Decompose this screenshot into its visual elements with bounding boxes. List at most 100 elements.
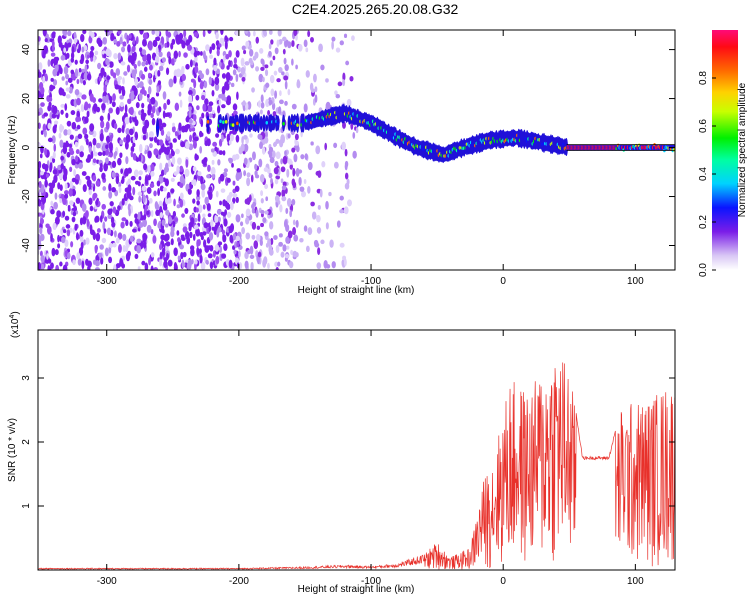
noise-cell <box>210 219 214 228</box>
noise-cell <box>62 229 67 234</box>
noise-cell <box>310 201 315 207</box>
noise-cell <box>83 44 88 52</box>
noise-cell <box>258 73 264 83</box>
noise-cell <box>38 160 42 169</box>
noise-cell <box>228 157 233 164</box>
noise-cell <box>263 167 269 173</box>
noise-cell <box>221 73 227 79</box>
noise-cell <box>249 49 254 57</box>
noise-cell <box>162 187 167 192</box>
noise-cell <box>201 188 206 198</box>
noise-cell <box>94 50 99 56</box>
noise-cell <box>277 30 282 37</box>
noise-cell <box>57 182 61 190</box>
noise-cell <box>90 45 95 51</box>
noise-cell <box>142 125 147 135</box>
noise-cell <box>75 197 81 204</box>
noise-cell <box>147 175 152 181</box>
signal-band-cell <box>272 115 276 131</box>
noise-cell <box>133 63 137 70</box>
noise-cell <box>173 75 177 84</box>
noise-cell <box>339 209 344 214</box>
noise-cell <box>101 102 106 111</box>
noise-cell <box>221 38 225 47</box>
signal-core-cell <box>236 121 239 126</box>
noise-cell <box>153 266 159 270</box>
noise-cell <box>159 257 163 267</box>
noise-cell <box>108 141 113 151</box>
noise-cell <box>280 251 285 258</box>
noise-cell <box>110 32 115 41</box>
noise-cell <box>226 76 230 83</box>
noise-cell <box>71 46 75 54</box>
noise-cell <box>147 164 151 174</box>
noise-cell <box>223 243 228 251</box>
noise-cell <box>76 97 81 106</box>
noise-cell <box>317 247 321 255</box>
noise-cell <box>60 54 66 61</box>
noise-cell <box>69 166 73 172</box>
noise-cell <box>183 30 187 38</box>
noise-cell <box>153 218 157 227</box>
noise-cell <box>272 55 276 61</box>
noise-cell <box>86 179 92 186</box>
noise-cell <box>289 163 293 170</box>
x-tick-label: -300 <box>97 276 117 287</box>
noise-cell <box>225 37 229 42</box>
noise-cell <box>174 132 179 137</box>
noise-cell <box>329 239 334 248</box>
noise-cell <box>65 224 71 229</box>
noise-cell <box>208 225 212 233</box>
noise-cell <box>98 75 102 82</box>
noise-cell <box>115 106 120 115</box>
noise-cell <box>161 219 166 227</box>
noise-cell <box>216 229 220 238</box>
noise-cell <box>279 90 282 97</box>
noise-cell <box>126 191 132 199</box>
noise-cell <box>117 157 122 166</box>
noise-cell <box>152 235 157 244</box>
noise-cell <box>167 197 172 204</box>
noise-cell <box>57 243 61 249</box>
noise-cell <box>160 234 166 241</box>
x-tick-label: -200 <box>229 576 249 587</box>
noise-cell <box>253 240 259 250</box>
noise-cell <box>211 159 215 165</box>
noise-cell <box>53 201 58 210</box>
noise-cell <box>119 152 123 159</box>
noise-cell <box>61 236 66 244</box>
noise-cell <box>173 247 178 257</box>
noise-cell <box>258 158 263 168</box>
noise-cell <box>69 200 74 206</box>
noise-cell <box>74 223 78 231</box>
noise-cell <box>121 46 126 53</box>
noise-cell <box>319 188 323 198</box>
noise-cell <box>151 117 156 126</box>
noise-cell <box>39 250 43 257</box>
signal-band-cell <box>295 113 300 133</box>
noise-cell <box>265 243 269 248</box>
noise-cell <box>272 142 277 148</box>
noise-cell <box>275 151 281 160</box>
noise-cell <box>132 152 137 161</box>
noise-cell <box>75 232 79 241</box>
noise-cell <box>215 32 219 40</box>
noise-cell <box>49 161 53 171</box>
noise-cell <box>92 174 97 182</box>
noise-cell <box>230 82 235 88</box>
noise-cell <box>81 106 85 112</box>
noise-cell <box>60 103 65 108</box>
noise-cell <box>283 57 287 65</box>
noise-cell <box>281 135 285 144</box>
noise-cell <box>167 259 173 267</box>
noise-cell <box>245 102 249 111</box>
noise-cell <box>108 256 113 264</box>
noise-cell <box>333 142 338 149</box>
noise-cell <box>94 260 100 267</box>
noise-cell <box>247 31 251 38</box>
noise-cell <box>102 95 107 104</box>
noise-cell <box>83 239 86 246</box>
noise-cell <box>287 41 292 49</box>
y-tick-label: 3 <box>21 375 32 381</box>
noise-cell <box>268 150 273 159</box>
